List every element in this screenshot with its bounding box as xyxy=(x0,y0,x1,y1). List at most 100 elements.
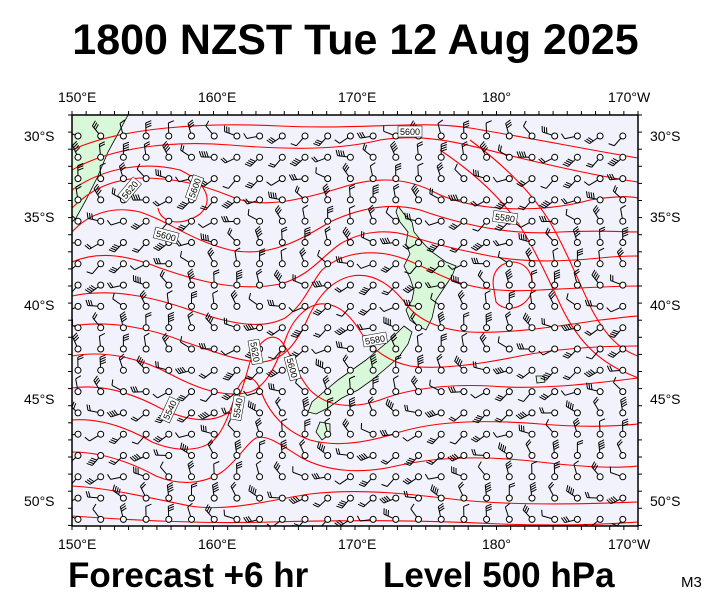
wind-barb-flag xyxy=(609,173,613,180)
station-circle xyxy=(460,324,468,332)
station-circle xyxy=(188,388,195,396)
station-circle xyxy=(369,515,377,523)
wind-barb-flag xyxy=(516,151,520,158)
wind-barb-flag xyxy=(441,338,447,342)
station-circle xyxy=(551,473,559,481)
wind-barb-flag xyxy=(505,311,511,316)
station-circle xyxy=(619,217,627,225)
station-circle xyxy=(278,217,286,225)
station-circle xyxy=(392,217,400,225)
wind-barb-flag xyxy=(411,313,416,320)
station-circle xyxy=(74,217,82,225)
wind-barb-flag xyxy=(155,449,159,456)
station-circle xyxy=(596,175,604,183)
wind-barb-flag xyxy=(554,463,561,467)
station-circle xyxy=(483,324,491,332)
wind-barb-flag xyxy=(497,336,500,343)
wind-barb-flag xyxy=(592,463,597,469)
wind-barb-flag xyxy=(67,430,70,435)
wind-barb-flag xyxy=(168,505,175,510)
station-circle xyxy=(97,324,105,332)
wind-barb-flag xyxy=(408,299,411,306)
station-circle xyxy=(505,175,513,183)
station-circle xyxy=(233,473,241,481)
wind-barb-flag xyxy=(336,287,342,292)
station-circle xyxy=(460,196,468,204)
wind-barb-flag xyxy=(208,249,214,255)
wind-barb-flag xyxy=(372,186,379,190)
station-circle xyxy=(301,515,309,523)
wind-barb-flag xyxy=(247,324,252,330)
wind-barb-flag xyxy=(367,396,374,402)
wind-barb-flag xyxy=(188,121,194,127)
station-circle xyxy=(74,239,82,246)
station-circle xyxy=(596,388,604,396)
wind-barb-flag xyxy=(188,124,195,129)
wind-barb-flag xyxy=(461,332,468,337)
station-circle xyxy=(210,324,218,332)
wind-barb-flag xyxy=(236,274,243,278)
lat-label-left-45s: 45°S xyxy=(24,391,55,407)
wind-barb-flag xyxy=(379,306,385,312)
wind-barb-flag xyxy=(114,485,117,492)
wind-barb-flag xyxy=(548,481,553,487)
station-circle xyxy=(142,388,150,396)
wind-barb-flag xyxy=(139,358,144,365)
wind-barb-flag xyxy=(161,271,165,278)
wind-barb-flag xyxy=(531,461,538,465)
wind-barb-flag xyxy=(62,430,65,435)
station-circle xyxy=(505,239,513,246)
wind-barb-flag xyxy=(599,418,606,422)
wind-barb-flag xyxy=(205,120,210,127)
station-circle xyxy=(301,409,309,417)
station-circle xyxy=(596,345,604,353)
station-circle xyxy=(74,175,82,183)
wind-barb-flag xyxy=(393,375,399,380)
station-circle xyxy=(619,153,627,161)
wind-barb-flag xyxy=(69,207,71,213)
wind-barb-flag xyxy=(560,325,566,331)
lat-label-right-40s: 40°S xyxy=(650,297,681,313)
wind-barb-flag xyxy=(520,180,526,185)
wind-barb-flag xyxy=(485,484,492,488)
wind-barb-flag xyxy=(381,483,388,487)
station-circle xyxy=(460,430,468,438)
wind-barb-flag xyxy=(414,189,420,196)
wind-barb-flag xyxy=(485,486,492,491)
wind-barb-flag xyxy=(99,162,106,167)
wind-barb-flag xyxy=(106,219,112,226)
station-circle xyxy=(528,132,536,140)
wind-barb-flag xyxy=(225,201,231,206)
station-circle xyxy=(233,452,241,459)
wind-barb-flag xyxy=(132,194,136,201)
wind-barb-flag xyxy=(167,488,174,493)
wind-barb-flag xyxy=(133,248,140,252)
wind-barb-flag xyxy=(119,162,125,167)
wind-barb-flag xyxy=(338,328,344,333)
wind-barb-flag xyxy=(497,224,504,228)
level-label: Level 500 hPa xyxy=(383,556,615,595)
wind-barb-flag xyxy=(564,353,571,357)
station-circle xyxy=(142,324,150,332)
wind-barb-flag xyxy=(542,201,549,206)
wind-barb-flag xyxy=(609,333,616,337)
wind-barb-flag xyxy=(620,204,626,209)
station-circle xyxy=(551,345,559,353)
station-circle xyxy=(210,153,218,161)
wind-barb-flag xyxy=(447,265,453,270)
wind-barb-flag xyxy=(91,213,94,220)
wind-barb-flag xyxy=(111,379,114,386)
wind-barb-flag xyxy=(495,368,500,374)
wind-barb-flag xyxy=(227,419,231,426)
wind-barb-flag xyxy=(368,398,374,404)
wind-barb-flag xyxy=(336,505,343,509)
wind-barb-flag xyxy=(426,269,433,274)
station-circle xyxy=(233,388,241,396)
station-circle xyxy=(74,345,82,353)
wind-barb-flag xyxy=(182,145,185,152)
wind-barb-flag xyxy=(111,266,118,271)
station-circle xyxy=(119,366,127,374)
wind-barb-flag xyxy=(93,375,98,381)
wind-barb-flag xyxy=(167,486,174,491)
wind-barb-flag xyxy=(84,289,91,294)
